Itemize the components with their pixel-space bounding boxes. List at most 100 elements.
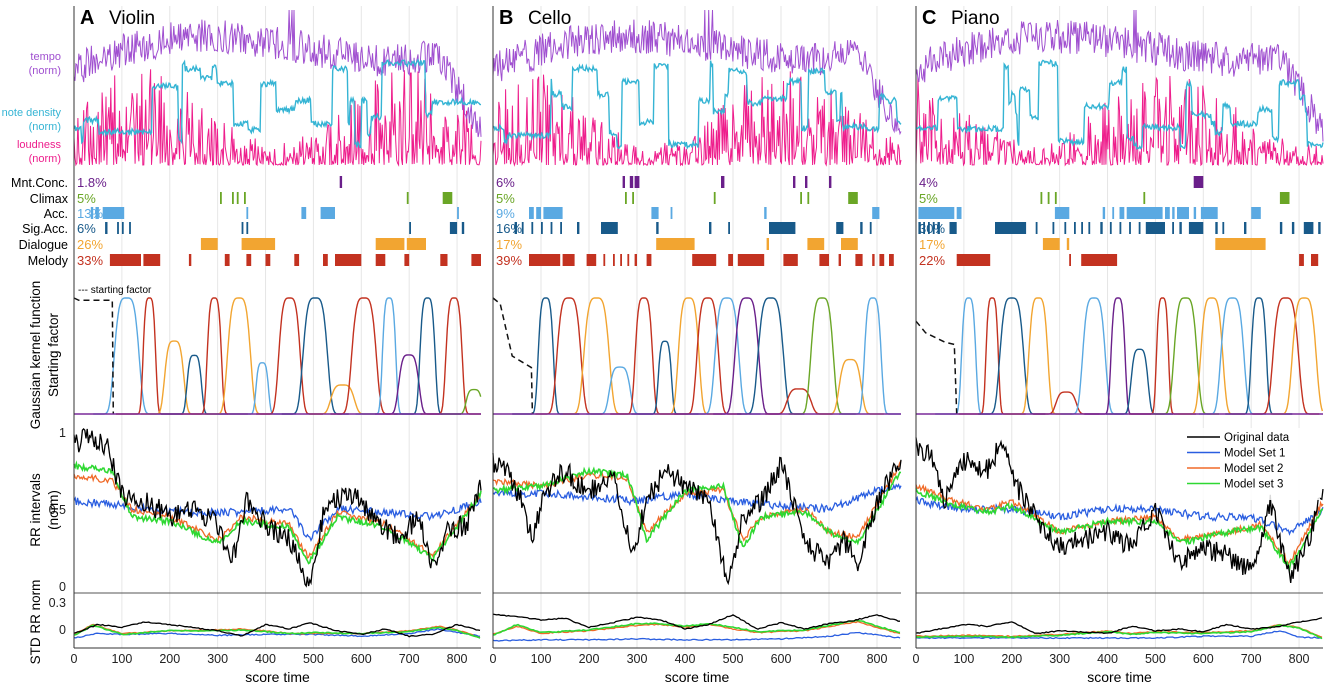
rr-axis-label: RR intervals	[28, 473, 43, 547]
factor-segment	[577, 222, 580, 234]
factor-segment	[1177, 207, 1189, 219]
std-axis-label: STD RR norm	[28, 580, 43, 665]
factor-percentage: 6%	[496, 175, 515, 190]
x-tick-label: 100	[111, 652, 132, 666]
x-tick-label: 200	[579, 652, 600, 666]
factor-segment	[634, 176, 640, 188]
starting-factor-curve	[73, 297, 115, 415]
factor-segment	[129, 222, 131, 234]
factor-percentage: 5%	[919, 191, 938, 206]
loudness-trace	[492, 71, 902, 167]
factor-segment	[514, 222, 517, 234]
factor-segment	[855, 254, 863, 266]
factor-segment	[241, 222, 244, 234]
factor-name: Acc.	[44, 207, 68, 221]
x-axis-label: score time	[665, 669, 730, 685]
tempo-trace	[492, 9, 902, 136]
note-density-trace	[915, 58, 1324, 151]
factor-segment	[721, 176, 725, 188]
panel-letter: C	[922, 7, 936, 29]
factor-segment	[1138, 222, 1141, 234]
factor-segment	[656, 222, 659, 234]
factor-segment	[409, 222, 411, 234]
factor-percentage: 22%	[919, 253, 945, 268]
factor-segment	[1054, 207, 1070, 219]
rr-trace-set3	[73, 460, 482, 565]
panel-background	[916, 6, 1323, 648]
factor-segment	[1047, 192, 1050, 204]
std-trace-set1	[915, 630, 1323, 640]
factor-segment	[1222, 222, 1225, 234]
factor-segment	[224, 254, 230, 266]
kernel-curves	[73, 297, 1324, 415]
factor-segment	[937, 222, 940, 234]
factor-segment	[1042, 238, 1060, 250]
std-rr-traces	[73, 613, 1323, 642]
factor-segment	[956, 254, 991, 266]
factor-segment	[629, 176, 634, 188]
factor-name: Sig.Acc.	[22, 222, 68, 236]
factor-segment	[656, 238, 695, 250]
factor-segment	[841, 238, 858, 250]
factor-segment	[766, 238, 769, 250]
factor-segment	[232, 192, 234, 204]
factor-segment	[627, 254, 630, 266]
factor-segment	[1172, 207, 1175, 219]
x-tick-label: 500	[1145, 652, 1166, 666]
factor-segment	[461, 222, 465, 234]
rr-axis-sublabel: (norm)	[46, 490, 61, 530]
kernel-axis-sublabel: Starting factor	[46, 312, 61, 397]
factor-percentage: 6%	[77, 221, 96, 236]
tempo-trace	[73, 9, 482, 138]
factor-segment	[560, 222, 562, 234]
factor-segments	[90, 176, 1321, 266]
factor-segment	[625, 192, 627, 204]
factor-percentage: 16%	[496, 221, 522, 236]
factor-segment	[375, 254, 386, 266]
loudness-trace	[73, 69, 482, 167]
factor-segment	[406, 238, 426, 250]
panel-title: Piano	[951, 8, 1000, 29]
note-density-trace	[73, 58, 482, 149]
factor-percentage: 1.8%	[77, 175, 107, 190]
x-tick-label: 0	[71, 652, 78, 666]
factor-segment	[1299, 254, 1304, 266]
rr-trace-original	[492, 452, 902, 586]
factor-segment	[586, 254, 597, 266]
x-tick-label: 800	[867, 652, 888, 666]
factor-segment	[692, 254, 717, 266]
feature-label: note density	[2, 107, 62, 119]
factor-percentage: 5%	[496, 191, 515, 206]
starting-factor-curve	[915, 320, 958, 415]
rr-trace-set3	[492, 466, 902, 548]
factor-segment	[1126, 207, 1163, 219]
factor-segment	[613, 254, 615, 266]
feature-label-unit: (norm)	[29, 65, 61, 77]
factor-segment	[646, 254, 652, 266]
factor-segment	[1066, 238, 1070, 250]
factor-segment	[1251, 207, 1261, 219]
factor-segment	[117, 222, 119, 234]
factor-percentage: 4%	[919, 175, 938, 190]
factor-segment	[1035, 222, 1038, 234]
factor-segment	[246, 207, 249, 219]
factor-segment	[529, 254, 561, 266]
factor-segment	[1052, 222, 1055, 234]
factor-segment	[918, 222, 921, 234]
factor-segment	[923, 222, 925, 234]
factor-segment	[620, 254, 622, 266]
std-trace-original	[73, 621, 481, 638]
starting-factor-legend: --- starting factor	[78, 285, 152, 296]
factor-segment	[246, 254, 252, 266]
factor-segment	[1064, 222, 1067, 234]
factor-segment	[109, 254, 141, 266]
factor-segment	[1102, 207, 1106, 219]
x-tick-label: 0	[490, 652, 497, 666]
feature-label: tempo	[30, 51, 61, 63]
factor-segment	[829, 176, 832, 188]
factor-segment	[301, 207, 307, 219]
rr-y-tick: 0	[59, 580, 66, 594]
legend-label: Model set 2	[1224, 463, 1283, 475]
panel-title: Cello	[528, 8, 571, 29]
factor-name: Climax	[30, 192, 69, 206]
